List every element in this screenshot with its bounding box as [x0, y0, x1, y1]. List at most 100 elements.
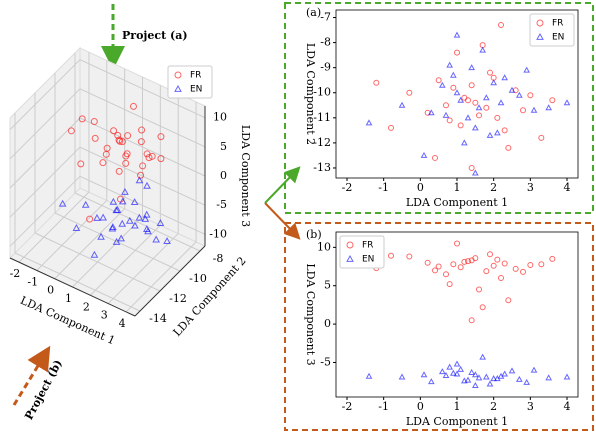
point	[520, 268, 526, 275]
point	[156, 219, 165, 226]
point	[479, 304, 486, 311]
x-tick-label: 3	[527, 400, 534, 413]
grid-line	[34, 232, 161, 292]
point	[365, 372, 373, 379]
point	[58, 199, 67, 207]
point	[482, 373, 490, 380]
point	[460, 377, 468, 384]
point	[152, 235, 160, 243]
point	[432, 154, 438, 161]
point	[110, 127, 118, 135]
point	[432, 267, 438, 274]
y-axis	[134, 245, 206, 317]
point	[115, 136, 123, 144]
point	[115, 167, 123, 175]
z-tick-label: -5	[216, 198, 227, 211]
z-tick-label: 0	[220, 169, 227, 182]
point	[143, 181, 151, 189]
point	[545, 104, 553, 111]
point	[468, 164, 475, 171]
z-tick-label: 10	[213, 111, 227, 124]
point	[137, 171, 145, 179]
x-tick-label: 0	[417, 400, 424, 413]
point	[174, 84, 182, 92]
grid-line	[14, 252, 141, 312]
point	[490, 79, 498, 86]
point	[427, 378, 435, 385]
point	[435, 77, 442, 84]
point	[450, 84, 457, 91]
project-b-label: Project (b)	[22, 358, 65, 422]
point	[346, 254, 354, 262]
point	[549, 97, 556, 104]
point	[135, 213, 144, 221]
legend-label: EN	[552, 33, 564, 43]
point	[508, 367, 516, 374]
point	[157, 133, 165, 141]
legend-label: EN	[362, 255, 374, 265]
point	[157, 155, 165, 163]
point	[99, 213, 107, 221]
point	[457, 122, 464, 129]
point	[515, 375, 523, 382]
point	[482, 94, 490, 101]
point	[118, 138, 126, 146]
point	[112, 237, 121, 245]
point	[501, 127, 508, 134]
point	[442, 371, 450, 379]
point	[549, 255, 556, 262]
point	[420, 371, 428, 378]
point	[468, 317, 475, 324]
point	[465, 97, 471, 104]
point	[490, 262, 497, 269]
point	[536, 19, 544, 27]
x-tick-label: 3	[527, 181, 534, 194]
y-tick-label: -9	[320, 61, 331, 74]
point	[501, 370, 509, 377]
point	[398, 373, 406, 380]
point	[468, 257, 475, 264]
arrow-to-b	[264, 202, 301, 240]
point	[138, 126, 146, 134]
point	[520, 107, 526, 114]
point	[435, 263, 442, 270]
point	[450, 261, 457, 268]
point	[527, 262, 534, 268]
x-tick-label: -1	[378, 181, 389, 194]
x-tick-label: -2	[10, 267, 21, 280]
point	[91, 134, 99, 142]
point	[457, 365, 465, 372]
point	[81, 200, 90, 208]
point	[420, 151, 428, 158]
y-tick-label: -10	[189, 272, 207, 285]
point	[497, 99, 505, 106]
point	[486, 380, 494, 387]
grid-line	[18, 191, 90, 263]
point	[453, 370, 461, 377]
y-tick-label: -13	[313, 161, 331, 174]
point	[505, 144, 512, 151]
point	[530, 106, 538, 113]
panel-b-frame	[284, 222, 594, 431]
point	[472, 99, 479, 106]
point	[501, 74, 509, 81]
point	[365, 119, 373, 126]
point	[538, 134, 545, 141]
grid-line	[79, 175, 206, 235]
point	[118, 219, 127, 227]
point	[523, 378, 531, 385]
x-axis	[9, 257, 136, 317]
point	[493, 129, 501, 136]
x-tick-label: -1	[27, 275, 38, 288]
point	[446, 363, 454, 370]
point	[86, 215, 94, 223]
x-tick-label: 2	[83, 300, 90, 313]
x-tick-label: -2	[342, 400, 353, 413]
point	[498, 22, 504, 29]
point	[457, 96, 465, 103]
point	[121, 187, 129, 195]
point	[78, 115, 86, 123]
grid-line	[9, 88, 81, 160]
x-tick-label: 0	[47, 284, 54, 297]
point	[99, 159, 107, 167]
